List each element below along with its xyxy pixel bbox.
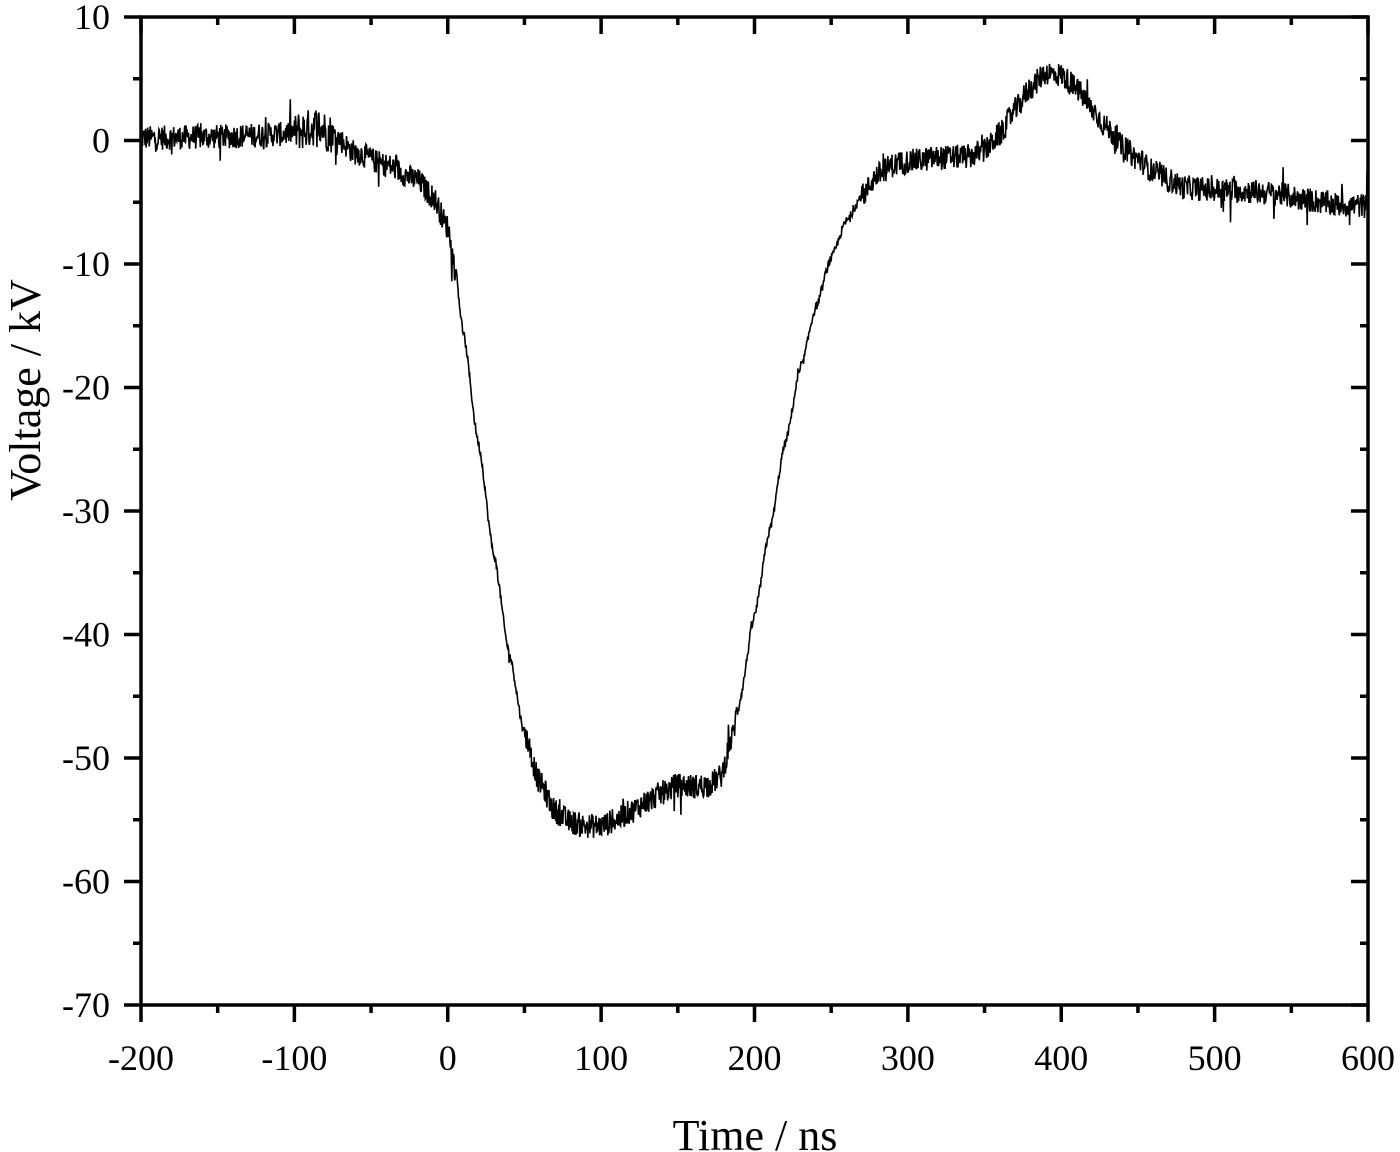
y-tick-label: -10 [62,244,110,284]
voltage-trace [140,63,1369,838]
x-tick-label: 0 [439,1038,457,1078]
x-tick-label: -100 [261,1038,327,1078]
x-tick-label: 200 [728,1038,782,1078]
y-tick-label: 10 [74,0,110,37]
y-tick-label: -50 [62,738,110,778]
voltage-line [140,63,1369,838]
y-tick-label: -70 [62,985,110,1025]
y-tick-label: -40 [62,615,110,655]
x-tick-label: 500 [1188,1038,1242,1078]
y-tick-label: 0 [92,121,110,161]
axis-ticks [124,15,1370,1022]
x-tick-label: -200 [108,1038,174,1078]
y-axis-title: Voltage / kV [1,279,50,501]
y-tick-label: -60 [62,862,110,902]
y-tick-labels: 10 0 -10 -20 -30 -40 -50 -60 -70 [62,0,110,1025]
y-tick-label: -20 [62,368,110,408]
x-tick-label: 400 [1034,1038,1088,1078]
x-tick-labels: -200 -100 0 100 200 300 400 500 600 [108,1038,1395,1078]
x-tick-label: 100 [574,1038,628,1078]
x-tick-label: 600 [1341,1038,1395,1078]
x-axis-title: Time / ns [673,1111,838,1152]
y-tick-label: -30 [62,491,110,531]
x-tick-label: 300 [881,1038,935,1078]
plot-frame [139,15,1370,1007]
